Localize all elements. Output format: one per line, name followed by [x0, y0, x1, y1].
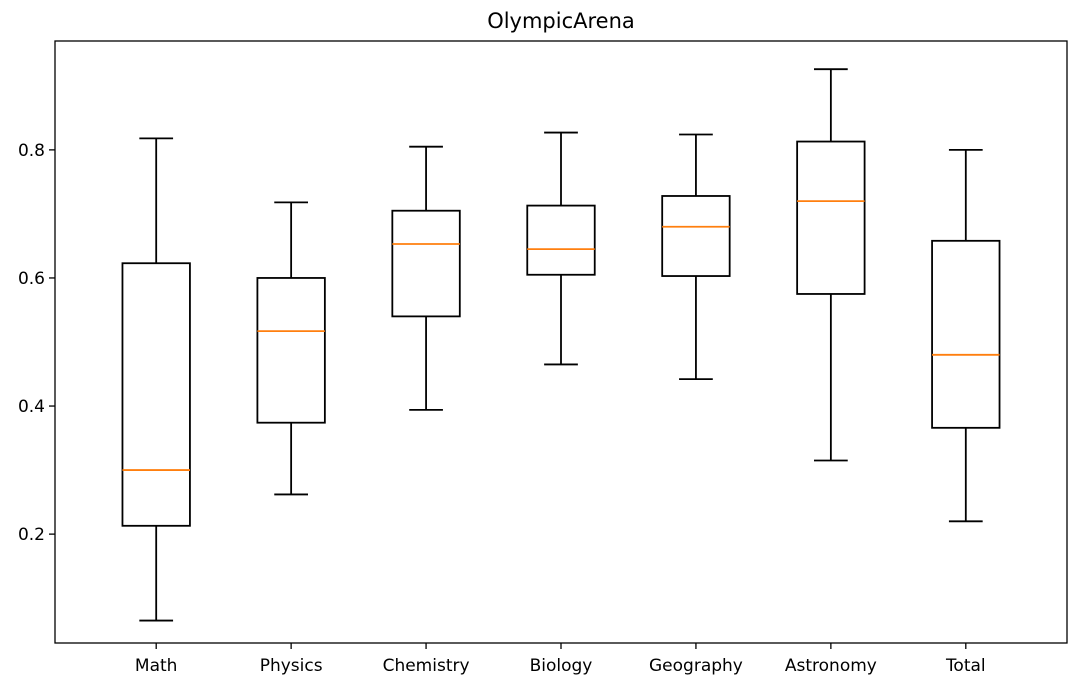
box-physics [256, 201, 326, 496]
box-geography [661, 133, 731, 381]
chart-title: OlympicArena [487, 9, 635, 33]
x-tick-label-chemistry: Chemistry [383, 656, 470, 676]
iqr-box-total [931, 239, 1001, 429]
x-tick-label-geography: Geography [649, 656, 743, 676]
x-tick-label-astronomy: Astronomy [785, 656, 877, 676]
x-axis: Math Physics Chemistry Biology Geography Astr… [135, 643, 986, 676]
x-tick-label-total: Total [945, 656, 986, 676]
box-total [931, 148, 1001, 523]
box-chemistry [391, 145, 461, 411]
x-tick-label-math: Math [135, 656, 178, 676]
iqr-box-geography [661, 195, 731, 277]
box-series [121, 68, 1001, 622]
y-tick-label: 0.8 [18, 141, 45, 161]
iqr-box-astronomy [796, 140, 866, 295]
x-tick-label-biology: Biology [530, 656, 593, 676]
y-tick-label: 0.2 [18, 525, 45, 545]
y-tick-label: 0.6 [18, 269, 45, 289]
y-axis: 0.2 0.4 0.6 0.8 [18, 141, 55, 545]
iqr-box-biology [526, 204, 596, 276]
box-math [121, 137, 191, 622]
y-tick-label: 0.4 [18, 397, 45, 417]
iqr-box-chemistry [391, 209, 461, 318]
box-astronomy [796, 68, 866, 462]
box-biology [526, 131, 596, 366]
iqr-box-math [121, 262, 191, 527]
x-tick-label-physics: Physics [260, 656, 323, 676]
iqr-box-physics [256, 277, 326, 424]
